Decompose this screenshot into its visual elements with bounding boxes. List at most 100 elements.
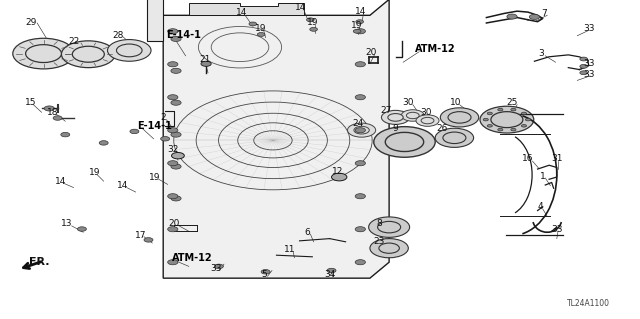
Text: 32: 32 bbox=[167, 145, 179, 154]
Circle shape bbox=[443, 132, 466, 144]
Circle shape bbox=[348, 123, 376, 137]
Text: ATM-12: ATM-12 bbox=[172, 253, 212, 263]
Text: 14: 14 bbox=[295, 4, 307, 12]
Circle shape bbox=[522, 124, 527, 127]
Circle shape bbox=[355, 62, 365, 67]
Text: 8: 8 bbox=[376, 219, 381, 228]
Circle shape bbox=[116, 44, 142, 57]
Circle shape bbox=[257, 33, 265, 36]
Circle shape bbox=[448, 112, 471, 123]
Circle shape bbox=[353, 29, 361, 33]
Circle shape bbox=[13, 38, 74, 69]
Text: ATM-12: ATM-12 bbox=[415, 44, 455, 55]
Circle shape bbox=[168, 194, 178, 199]
Circle shape bbox=[487, 124, 492, 127]
Text: 3: 3 bbox=[538, 49, 543, 58]
Circle shape bbox=[168, 161, 178, 166]
Text: 17: 17 bbox=[135, 231, 147, 240]
Circle shape bbox=[168, 128, 178, 133]
Text: 13: 13 bbox=[61, 219, 73, 228]
Circle shape bbox=[491, 112, 523, 128]
Circle shape bbox=[379, 243, 399, 253]
Text: 33: 33 bbox=[551, 225, 563, 234]
Circle shape bbox=[99, 141, 108, 145]
Circle shape bbox=[507, 14, 517, 19]
Circle shape bbox=[171, 68, 181, 73]
Text: 25: 25 bbox=[506, 98, 518, 107]
Text: 10: 10 bbox=[450, 98, 461, 107]
Circle shape bbox=[435, 128, 474, 147]
Circle shape bbox=[385, 132, 424, 152]
Circle shape bbox=[529, 14, 540, 19]
Circle shape bbox=[440, 108, 479, 127]
Circle shape bbox=[108, 40, 151, 61]
Circle shape bbox=[171, 36, 181, 41]
Circle shape bbox=[421, 117, 434, 124]
Circle shape bbox=[525, 118, 531, 121]
Circle shape bbox=[401, 110, 424, 121]
Circle shape bbox=[354, 126, 369, 134]
Circle shape bbox=[580, 64, 588, 68]
Circle shape bbox=[172, 152, 184, 159]
Text: 19: 19 bbox=[307, 19, 318, 27]
Text: 18: 18 bbox=[47, 108, 58, 117]
Circle shape bbox=[168, 227, 178, 232]
Text: 5: 5 bbox=[261, 270, 266, 279]
Text: 9: 9 bbox=[393, 124, 398, 133]
Circle shape bbox=[580, 57, 588, 61]
Text: 12: 12 bbox=[332, 167, 344, 176]
Circle shape bbox=[171, 164, 181, 169]
Circle shape bbox=[171, 196, 181, 201]
Circle shape bbox=[355, 161, 365, 166]
Text: 28: 28 bbox=[113, 31, 124, 40]
Text: 7: 7 bbox=[541, 9, 547, 18]
Text: 19: 19 bbox=[89, 168, 100, 177]
Circle shape bbox=[72, 46, 104, 62]
Circle shape bbox=[355, 260, 365, 265]
Text: 14: 14 bbox=[236, 8, 248, 17]
Circle shape bbox=[77, 227, 86, 231]
Text: 6: 6 bbox=[305, 228, 310, 237]
Text: 29: 29 bbox=[25, 19, 36, 27]
Circle shape bbox=[171, 132, 181, 137]
Circle shape bbox=[374, 127, 435, 157]
Circle shape bbox=[487, 112, 492, 115]
Circle shape bbox=[381, 110, 410, 124]
Circle shape bbox=[53, 116, 62, 120]
Text: 23: 23 bbox=[373, 237, 385, 246]
Circle shape bbox=[369, 217, 410, 237]
Text: 24: 24 bbox=[353, 119, 364, 128]
Text: FR.: FR. bbox=[29, 256, 50, 267]
Circle shape bbox=[261, 270, 270, 274]
Circle shape bbox=[214, 264, 223, 269]
Circle shape bbox=[168, 62, 178, 67]
Polygon shape bbox=[147, 0, 163, 41]
Circle shape bbox=[378, 221, 401, 233]
Text: 2: 2 bbox=[161, 113, 166, 122]
Text: 33: 33 bbox=[583, 70, 595, 78]
Text: 14: 14 bbox=[55, 177, 67, 186]
Circle shape bbox=[511, 128, 516, 131]
Text: 19: 19 bbox=[149, 173, 161, 182]
Text: 30: 30 bbox=[420, 108, 431, 117]
Text: TL24A1100: TL24A1100 bbox=[567, 299, 611, 308]
Text: 4: 4 bbox=[538, 202, 543, 211]
Text: 20: 20 bbox=[168, 219, 180, 228]
Text: 16: 16 bbox=[522, 154, 534, 163]
Text: 14: 14 bbox=[355, 7, 366, 16]
Text: 27: 27 bbox=[380, 106, 392, 115]
Circle shape bbox=[356, 20, 364, 24]
Text: 15: 15 bbox=[25, 98, 36, 107]
Circle shape bbox=[416, 115, 439, 126]
Circle shape bbox=[307, 18, 314, 22]
Text: E-14-1: E-14-1 bbox=[138, 121, 172, 131]
Text: 21: 21 bbox=[199, 55, 211, 63]
Text: 33: 33 bbox=[583, 24, 595, 33]
Circle shape bbox=[480, 106, 534, 133]
Polygon shape bbox=[163, 0, 389, 278]
Circle shape bbox=[355, 227, 365, 232]
Circle shape bbox=[249, 22, 257, 26]
Text: 34: 34 bbox=[324, 271, 335, 279]
Circle shape bbox=[483, 118, 488, 121]
Text: 22: 22 bbox=[68, 37, 79, 46]
